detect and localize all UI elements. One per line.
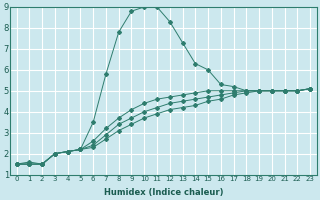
X-axis label: Humidex (Indice chaleur): Humidex (Indice chaleur)	[104, 188, 223, 197]
